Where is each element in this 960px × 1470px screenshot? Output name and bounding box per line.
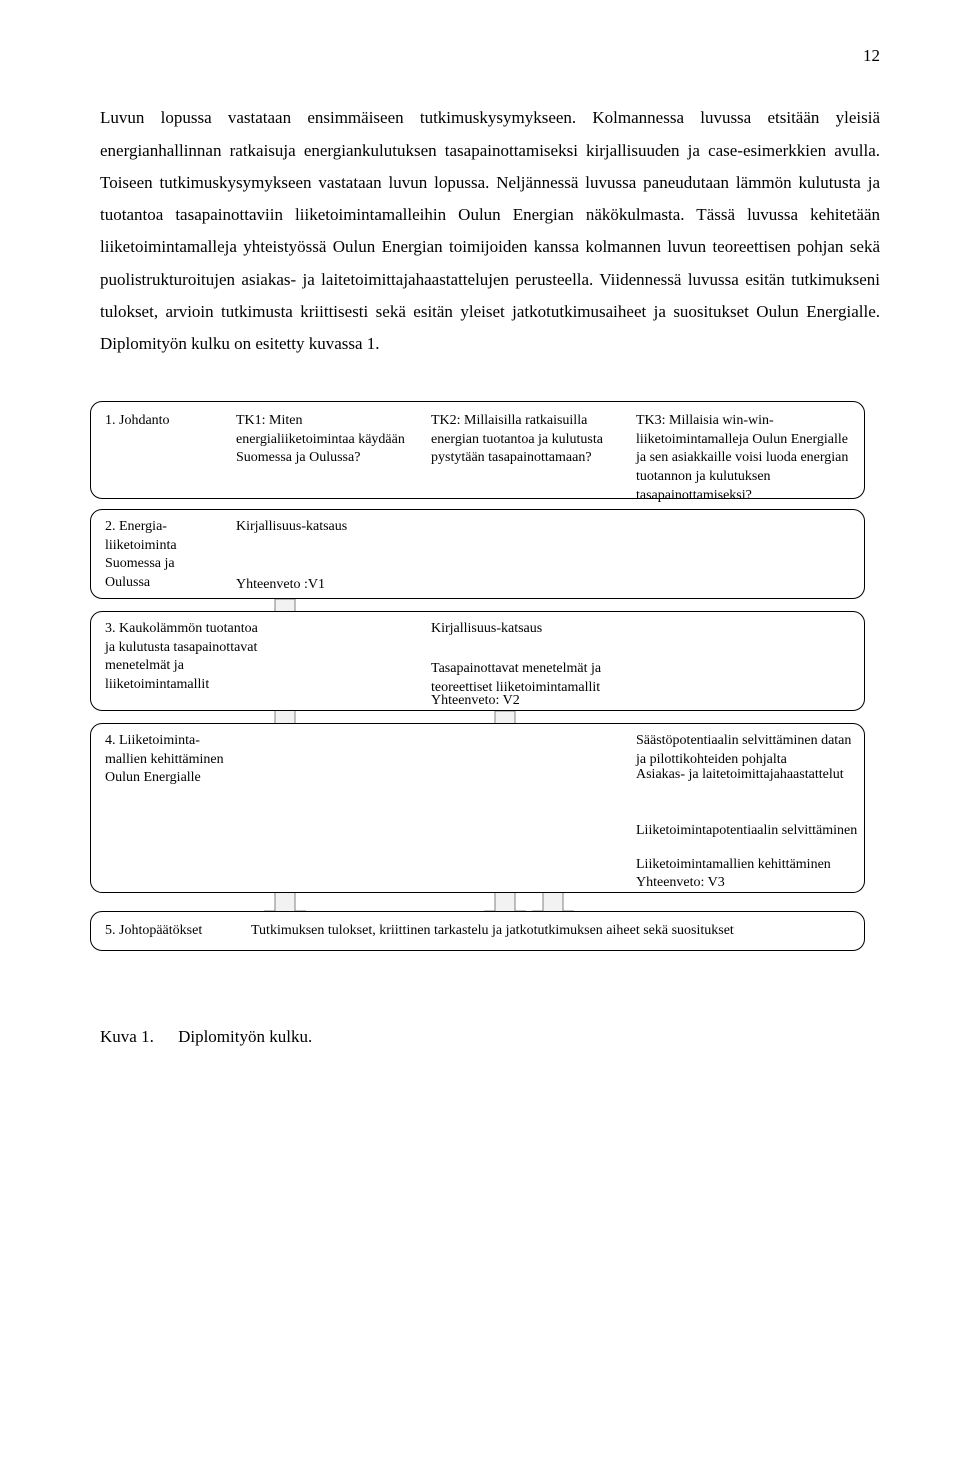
page-number: 12: [100, 40, 880, 72]
box-1-johdanto: 1. Johdanto TK1: Miten energialiiketoimi…: [90, 401, 865, 499]
box-4-liiketoiminta: 4. Liiketoiminta-mallien kehittäminen Ou…: [90, 723, 865, 893]
box4-asiakas: Asiakas- ja laitetoimittajahaastattelut: [636, 766, 861, 785]
box4-saasto: Säästöpotentiaalin selvittäminen datan j…: [636, 732, 861, 770]
box4-title: 4. Liiketoiminta-mallien kehittäminen Ou…: [105, 732, 235, 789]
box2-yhteenveto: Yhteenveto :V1: [236, 576, 406, 595]
box-2-energia: 2. Energia-liiketoiminta Suomessa ja Oul…: [90, 509, 865, 599]
box4-kehittaminen: Liiketoimintamallien kehittäminen: [636, 856, 861, 875]
box-5-johtopaatokset: 5. Johtopäätökset Tutkimuksen tulokset, …: [90, 911, 865, 951]
box1-tk2: TK2: Millaisilla ratkaisuilla energian t…: [431, 412, 621, 469]
box1-tk3: TK3: Millaisia win-win-liiketoimintamall…: [636, 412, 858, 506]
box3-kirjallisuus: Kirjallisuus-katsaus: [431, 620, 621, 639]
box4-liiketoimintapotentiaali: Liiketoimintapotentiaalin selvittäminen: [636, 822, 861, 841]
caption-label: Kuva 1.: [100, 1021, 154, 1053]
box3-yhteenveto: Yhteenveto: V2: [431, 692, 621, 711]
box3-title: 3. Kaukolämmön tuotantoa ja kulutusta ta…: [105, 620, 265, 696]
flowchart-diagram: 1. Johdanto TK1: Miten energialiiketoimi…: [85, 401, 870, 961]
box5-content: Tutkimuksen tulokset, kriittinen tarkast…: [251, 922, 851, 941]
box2-kirjallisuus: Kirjallisuus-katsaus: [236, 518, 406, 537]
box-3-kaukolammon: 3. Kaukolämmön tuotantoa ja kulutusta ta…: [90, 611, 865, 711]
box2-title: 2. Energia-liiketoiminta Suomessa ja Oul…: [105, 518, 220, 594]
figure-caption: Kuva 1. Diplomityön kulku.: [100, 1021, 880, 1053]
body-paragraph: Luvun lopussa vastataan ensimmäiseen tut…: [100, 102, 880, 360]
box4-yhteenveto: Yhteenveto: V3: [636, 874, 861, 893]
box1-tk1: TK1: Miten energialiiketoimintaa käydään…: [236, 412, 406, 469]
box1-title: 1. Johdanto: [105, 412, 215, 431]
caption-text: Diplomityön kulku.: [178, 1027, 312, 1046]
box5-title: 5. Johtopäätökset: [105, 922, 235, 941]
